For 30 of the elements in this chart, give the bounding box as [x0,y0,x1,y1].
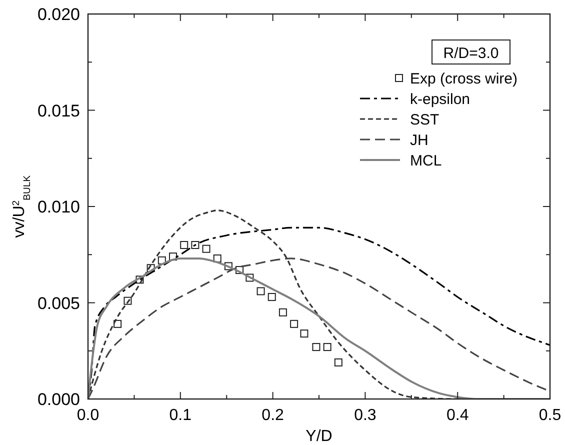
x-tick-label: 0.1 [169,407,192,424]
point [300,330,308,338]
annotation: R/D=3.0 [443,45,499,62]
x-tick-label: 0.2 [262,407,284,424]
x-tick-label: 0.3 [354,407,376,424]
point [278,308,287,316]
point [334,358,342,366]
x-tick-label: 0.5 [538,407,562,424]
legend-label: k-epsilon [410,91,470,108]
point [323,343,332,352]
y-tick-label: 0.005 [37,294,80,313]
y-tick-label: 0.010 [37,198,80,216]
legend-label: MCL [410,152,442,170]
point [180,241,188,249]
y-tick-label: 0.020 [37,5,80,24]
x-tick-label: 0.4 [446,407,469,424]
legend-label: Exp (cross wire) [410,70,518,88]
x-tick-label: 0.0 [76,407,100,424]
legend-label: JH [410,132,428,149]
point [256,287,265,296]
point [114,320,122,328]
point [312,343,320,352]
point [268,292,276,301]
point [191,241,200,249]
point [290,320,298,328]
point [202,244,210,253]
legend-label: SST [410,112,440,128]
x-axis-title: Y/D [306,428,332,445]
y-tick-label: 0.015 [37,101,80,120]
y-tick-label: 0.000 [37,390,80,409]
